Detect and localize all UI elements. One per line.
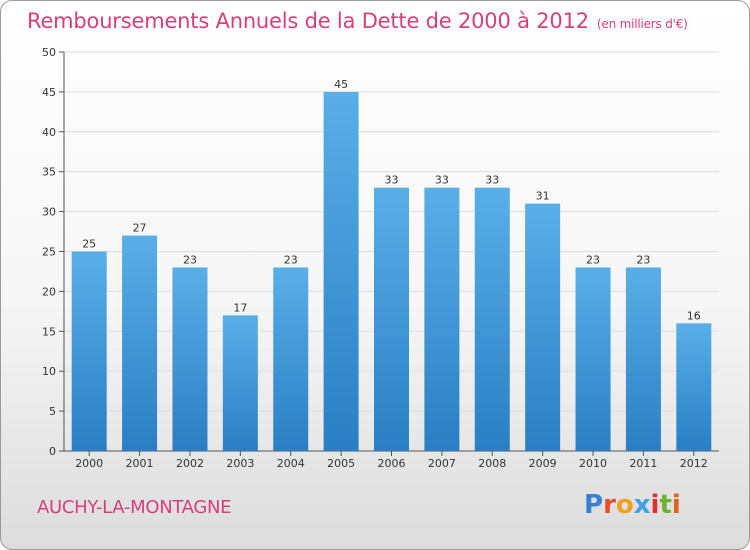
bar-value-label: 33 — [435, 174, 449, 187]
bar-value-label: 45 — [334, 78, 348, 91]
bar-value-label: 16 — [687, 309, 701, 322]
xtick-label: 2004 — [277, 457, 305, 470]
logo-letter: r — [603, 490, 616, 520]
xtick-label: 2003 — [226, 457, 254, 470]
ytick-label: 30 — [42, 206, 56, 219]
bar-value-label: 23 — [284, 253, 298, 266]
logo-letter: t — [659, 490, 672, 520]
bar-2008 — [474, 187, 510, 451]
xtick-label: 2010 — [579, 457, 607, 470]
bar-2001 — [122, 235, 158, 451]
bar-2005 — [323, 91, 359, 452]
bar-value-label: 31 — [536, 190, 550, 203]
bar-value-label: 33 — [485, 174, 499, 187]
bar-value-label: 23 — [636, 253, 650, 266]
xtick-label: 2005 — [327, 457, 355, 470]
xtick-label: 2001 — [126, 457, 154, 470]
title-text: Remboursements Annuels de la Dette de 20… — [27, 9, 589, 33]
bar-2011 — [625, 267, 661, 451]
logo-letter: P — [584, 490, 604, 520]
ytick-label: 10 — [42, 365, 56, 378]
logo-letter: x — [633, 490, 651, 520]
ytick-label: 40 — [42, 126, 56, 139]
bar-value-label: 33 — [385, 174, 399, 187]
ytick-label: 45 — [42, 86, 56, 99]
ytick-label: 15 — [42, 325, 56, 338]
bar-value-label: 25 — [82, 238, 96, 251]
bar-2012 — [676, 323, 712, 451]
bar-value-label: 17 — [233, 301, 247, 314]
logo-letter: i — [650, 490, 660, 520]
bar-2004 — [273, 267, 309, 451]
commune-name: AUCHY-LA-MONTAGNE — [37, 497, 232, 518]
ytick-label: 20 — [42, 285, 56, 298]
ytick-label: 25 — [42, 246, 56, 259]
ytick-label: 35 — [42, 166, 56, 179]
bar-2009 — [525, 203, 561, 451]
ytick-label: 50 — [42, 46, 56, 59]
bar-2006 — [374, 187, 409, 451]
bar-2000 — [71, 251, 107, 451]
bar-value-label: 27 — [133, 222, 147, 235]
bar-value-label: 23 — [183, 253, 197, 266]
bar-2003 — [222, 315, 258, 451]
logo-letter: o — [615, 490, 634, 520]
xtick-label: 2000 — [75, 457, 103, 470]
bar-value-label: 23 — [586, 253, 600, 266]
xtick-label: 2008 — [478, 457, 506, 470]
ytick-label: 0 — [49, 445, 56, 458]
bar-2007 — [424, 187, 460, 451]
labels: 0 5 10 15 20 25 30 35 40 45 50 25 2000 27 2001 23 2002 17… — [42, 46, 708, 470]
ytick-label: 5 — [49, 405, 56, 418]
bar-2002 — [172, 267, 208, 451]
xtick-label: 2007 — [428, 457, 456, 470]
chart-title: Remboursements Annuels de la Dette de 20… — [27, 9, 688, 33]
xtick-label: 2002 — [176, 457, 204, 470]
logo-letter: i — [671, 490, 681, 520]
xtick-label: 2006 — [378, 457, 406, 470]
bars — [71, 91, 712, 452]
chart-subtitle: (en milliers d'€) — [596, 17, 688, 31]
xtick-label: 2012 — [680, 457, 708, 470]
bar-2010 — [575, 267, 611, 451]
xtick-label: 2009 — [529, 457, 557, 470]
proxiti-logo[interactable]: Proxiti — [584, 490, 681, 520]
xtick-label: 2011 — [629, 457, 657, 470]
